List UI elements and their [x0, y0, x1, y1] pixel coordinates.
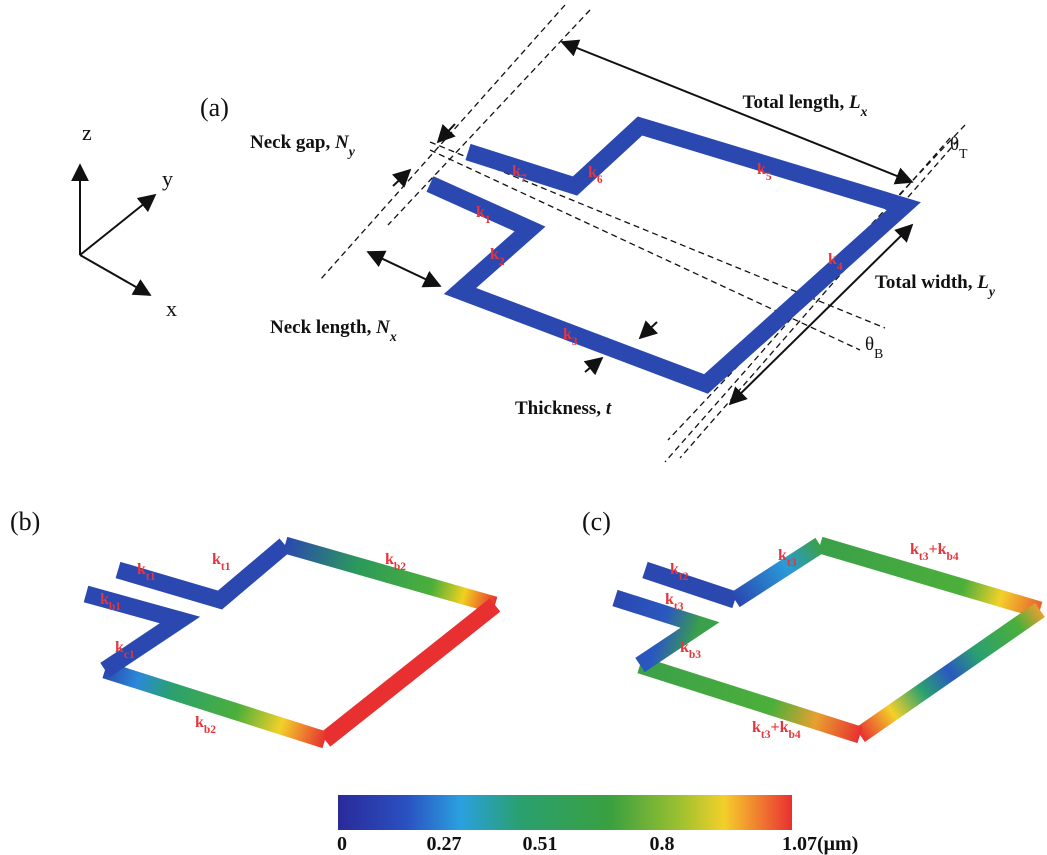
axis-label: y: [162, 166, 173, 191]
figure: (a) z y x Total length, Lx Neck gap, Ny …: [0, 0, 1047, 855]
text-run: b4: [789, 729, 801, 741]
text-run: k: [670, 561, 679, 578]
colorbar-tick: 0.8: [650, 833, 675, 855]
text-run: t2: [679, 571, 689, 583]
text-run: t1: [146, 571, 156, 583]
text-run: k: [752, 719, 761, 736]
text-run: N: [375, 317, 391, 338]
text-run: c1: [124, 649, 135, 661]
text-run: k: [385, 551, 394, 568]
text-run: Total width,: [875, 272, 977, 293]
text-run: 1: [485, 214, 491, 226]
text-run: y: [987, 284, 996, 299]
text-run: B: [874, 346, 883, 361]
text-run: Neck gap,: [250, 132, 335, 153]
text-run: k: [100, 591, 109, 608]
colorbar-tick: 0.27: [427, 833, 462, 855]
text-run: N: [334, 132, 350, 153]
text-run: b2: [204, 724, 216, 736]
text-run: t3: [761, 729, 771, 741]
text-run: k: [512, 163, 521, 180]
text-run: k: [212, 551, 221, 568]
text-run: k: [137, 561, 146, 578]
text-run: k: [195, 714, 204, 731]
text-run: +k: [771, 719, 789, 736]
panel-label: (b): [10, 507, 40, 536]
axis-label: x: [166, 296, 177, 321]
background: [0, 0, 1047, 855]
text-run: L: [848, 92, 861, 113]
text-run: k: [828, 251, 837, 268]
text-run: t: [606, 398, 612, 419]
text-run: θ: [865, 334, 874, 355]
text-run: 3: [572, 336, 578, 348]
text-run: 7: [521, 173, 527, 185]
text-run: T: [959, 146, 968, 161]
text-run: +k: [929, 541, 947, 558]
text-run: k: [778, 547, 787, 564]
text-run: t3: [674, 601, 684, 613]
axis-label: z: [82, 120, 92, 145]
text-run: k: [665, 591, 674, 608]
text-run: k: [910, 541, 919, 558]
text-run: x: [389, 329, 397, 344]
text-run: y: [347, 144, 356, 159]
text-run: b2: [394, 561, 406, 573]
text-run: b1: [109, 601, 121, 613]
panel-label: (a): [200, 93, 229, 122]
text-run: k: [490, 246, 499, 263]
text-run: t3: [919, 551, 929, 563]
text-run: k: [563, 326, 572, 343]
text-run: k: [476, 204, 485, 221]
colorbar-tick: 0.51: [523, 833, 558, 855]
text-run: k: [757, 161, 766, 178]
annotation: Thickness, t: [515, 398, 612, 419]
text-run: Total length,: [743, 92, 849, 113]
colorbar-tick: 0: [337, 833, 347, 855]
text-run: 5: [766, 171, 772, 183]
text-run: k: [115, 639, 124, 656]
text-run: Thickness,: [515, 398, 606, 419]
text-run: 2: [499, 256, 505, 268]
text-run: k: [588, 164, 597, 181]
text-run: t3: [787, 557, 797, 569]
text-run: 6: [597, 174, 603, 186]
colorbar-tick: 1.07(μm): [782, 833, 858, 855]
text-run: θ: [950, 134, 959, 155]
colorbar-gradient: [338, 795, 792, 830]
text-run: b3: [689, 649, 701, 661]
panel-label: (c): [582, 507, 611, 536]
text-run: 4: [837, 261, 843, 273]
text-run: b4: [947, 551, 959, 563]
text-run: t1: [221, 561, 231, 573]
text-run: Neck length,: [270, 317, 376, 338]
text-run: L: [976, 272, 989, 293]
text-run: k: [680, 639, 689, 656]
text-run: x: [860, 104, 868, 119]
